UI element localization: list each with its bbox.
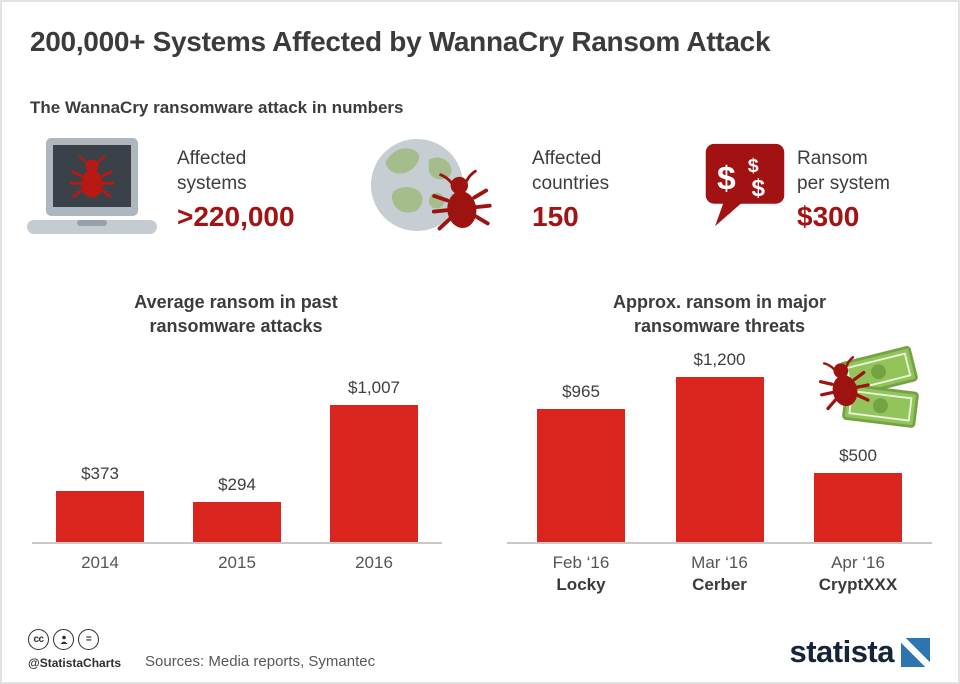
stat-value: >220,000 [177, 201, 295, 232]
bars-row: $965 $1,200 $500 [507, 343, 932, 542]
ransom-speech-bubble-icon: $ $ $ [702, 140, 788, 235]
bar-value-label: $373 [81, 464, 119, 483]
axis-category: 2015 [193, 553, 281, 573]
svg-text:$: $ [752, 175, 766, 202]
axis-category-label: 2014 [81, 553, 119, 572]
stat-label: Ransom per system [797, 148, 890, 194]
bar [330, 405, 418, 542]
axis-category-label: Apr ‘16 [831, 553, 885, 572]
axis-category-sublabel: Cerber [692, 575, 747, 594]
x-axis-labels: Feb ‘16 Locky Mar ‘16 Cerber Apr ‘16 CryptXXX [507, 553, 932, 595]
axis-category: Apr ‘16 CryptXXX [814, 553, 902, 595]
bar [675, 377, 764, 542]
cc-icon: cc [28, 629, 49, 650]
sources-text: Sources: Media reports, Symantec [145, 653, 376, 670]
statista-logo: statista [789, 634, 930, 670]
bar-value-label: $1,007 [348, 378, 400, 397]
bar [814, 473, 902, 542]
stat-affected-systems: Affected systems >220,000 [177, 146, 307, 233]
statista-charts-handle: @StatistaCharts [28, 656, 122, 670]
chart-major-threats: $965 $1,200 $500 Feb ‘16 Locky Mar ‘16 Cerber… [507, 343, 932, 595]
bar-column: $500 [814, 446, 902, 542]
svg-text:$: $ [717, 161, 736, 198]
axis-category: Mar ‘16 Cerber [676, 553, 764, 595]
laptop-bug-icon [22, 136, 162, 245]
bar-column: $294 [193, 475, 281, 542]
attribution-icon [53, 629, 74, 650]
axis-category-label: 2015 [218, 553, 256, 572]
chart-title-left: Average ransom in past ransomware attack… [134, 292, 338, 336]
bar [193, 502, 281, 542]
statista-wordmark: statista [789, 634, 894, 669]
axis-category: 2016 [330, 553, 418, 573]
axis-category-label: Feb ‘16 [552, 553, 610, 572]
bar-column: $1,007 [330, 378, 418, 542]
bug-icon [427, 165, 496, 238]
stat-ransom-per-system: Ransom per system $300 [797, 146, 893, 233]
axis-category: 2014 [56, 553, 144, 573]
statista-logo-mark [901, 637, 930, 667]
bar-value-label: $965 [562, 382, 600, 401]
bar-column: $965 [537, 382, 625, 542]
page-subtitle: The WannaCry ransomware attack in number… [30, 98, 404, 117]
svg-text:$: $ [748, 155, 759, 177]
bar-column: $373 [56, 464, 144, 542]
bar [56, 491, 144, 542]
bar-value-label: $294 [218, 475, 256, 494]
bars-row: $373 $294 $1,007 [32, 371, 442, 542]
x-axis-labels: 2014 2015 2016 [32, 553, 442, 573]
nd-icon-text: = [85, 634, 92, 645]
bar-value-label: $500 [839, 446, 877, 465]
stat-label: Affected countries [532, 148, 610, 194]
axis-category-sublabel: CryptXXX [818, 575, 898, 594]
x-axis [32, 542, 442, 544]
axis-category: Feb ‘16 Locky [537, 553, 625, 595]
bar-column: $1,200 [675, 350, 764, 542]
chart-title-right: Approx. ransom in major ransomware threa… [612, 292, 827, 336]
bar [537, 409, 625, 542]
stat-value: 150 [532, 201, 579, 232]
stat-affected-countries: Affected countries 150 [532, 146, 662, 233]
license-icons: cc = [28, 629, 99, 650]
x-axis [507, 542, 932, 544]
stat-label: Affected systems [177, 148, 247, 194]
chart-average-ransom: $373 $294 $1,007 2014 2015 2016 [32, 371, 442, 573]
bar-value-label: $1,200 [693, 350, 746, 369]
axis-category-sublabel: Locky [556, 575, 606, 594]
axis-category-label: 2016 [355, 553, 393, 572]
axis-category-label: Mar ‘16 [691, 553, 748, 572]
stat-value: $300 [797, 201, 860, 232]
money-bug-icon [817, 344, 929, 438]
page-title: 200,000+ Systems Affected by WannaCry Ra… [30, 26, 771, 57]
no-derivatives-icon: = [78, 629, 99, 650]
cc-icon-text: cc [33, 634, 44, 645]
